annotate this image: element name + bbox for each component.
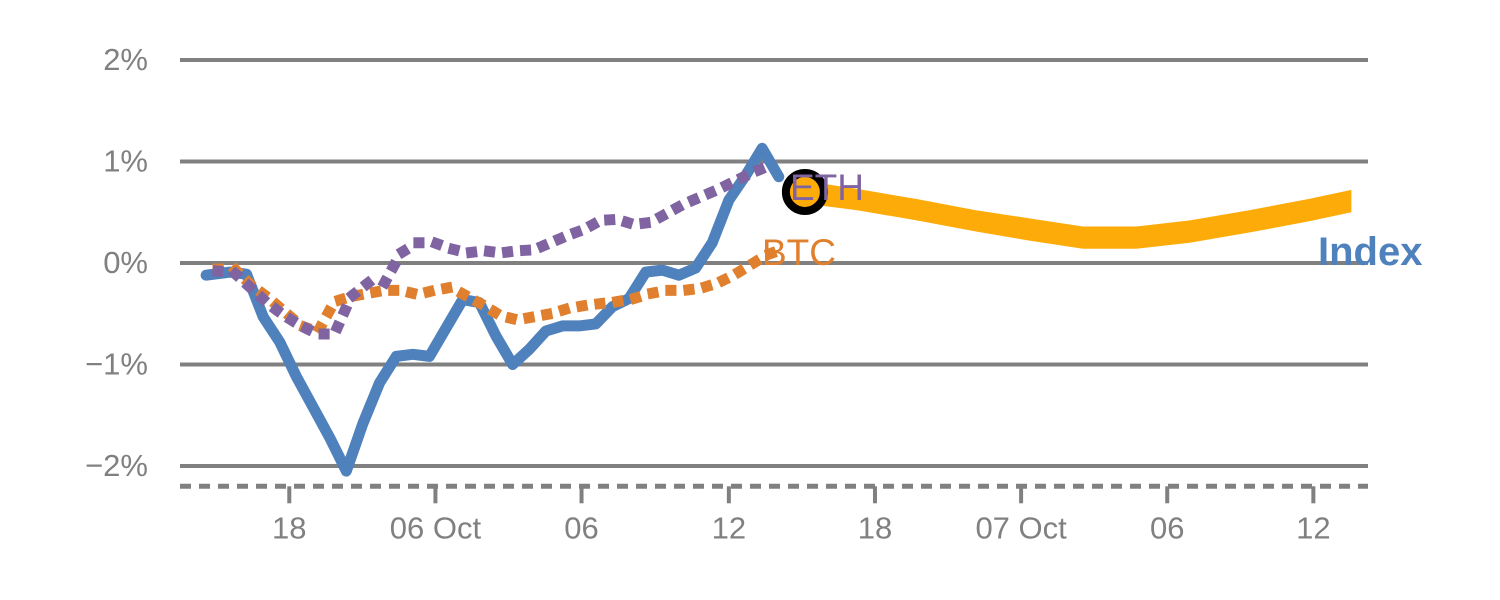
x-tick-label-3: 12 xyxy=(712,510,746,545)
gridlines xyxy=(180,58,1368,468)
last-actual-point-marker xyxy=(781,168,828,215)
y-tick-label-4: −2% xyxy=(85,448,148,483)
series-line-btc xyxy=(212,241,791,338)
forecast-band xyxy=(788,181,1352,249)
forecast-band-area xyxy=(788,181,1352,249)
series-line-eth xyxy=(211,159,775,340)
eth-label: ETH xyxy=(790,167,864,208)
x-axis-tick-labels: 18 06 Oct 06 12 18 07 Oct 06 12 xyxy=(272,510,1331,545)
x-tick-label-5: 07 Oct xyxy=(975,510,1067,545)
x-tick-label-0: 18 xyxy=(272,510,306,545)
btc-label: BTC xyxy=(762,232,836,273)
index-label: Index xyxy=(1318,230,1422,274)
x-tick-label-6: 06 xyxy=(1150,510,1184,545)
x-tick-label-4: 18 xyxy=(858,510,892,545)
y-axis-tick-labels: 2% 1% 0% −1% −2% xyxy=(85,42,148,483)
series-line-index xyxy=(200,142,785,477)
x-tick-label-2: 06 xyxy=(564,510,598,545)
x-axis-ticks xyxy=(287,486,1316,504)
data-series xyxy=(200,142,791,477)
y-tick-label-0: 2% xyxy=(103,42,148,77)
y-tick-label-3: −1% xyxy=(85,347,148,382)
y-tick-label-2: 0% xyxy=(103,245,148,280)
y-tick-label-1: 1% xyxy=(103,144,148,179)
x-tick-label-1: 06 Oct xyxy=(390,510,482,545)
series-annotations: ETH BTC Index xyxy=(762,167,1422,274)
x-tick-label-7: 12 xyxy=(1296,510,1330,545)
last-actual-point-marker-dot xyxy=(781,168,828,215)
